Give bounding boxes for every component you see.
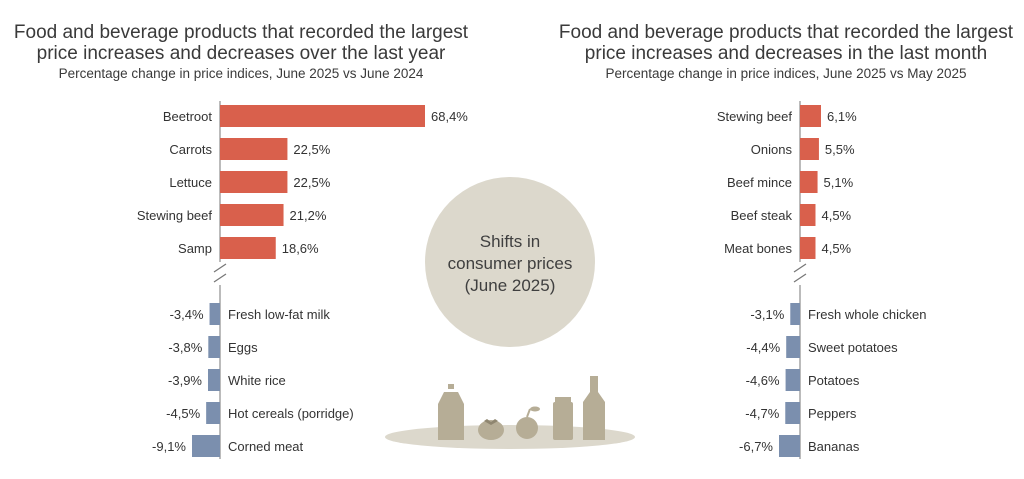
annual-category-label: White rice [228, 373, 286, 388]
annual-value-label: 22,5% [293, 142, 330, 157]
annual-axis-break-mark [213, 273, 227, 283]
annual-category-label: Hot cereals (porridge) [228, 406, 354, 421]
tomato-icon [478, 420, 504, 440]
can-icon [553, 402, 573, 440]
center-illustration: Shifts in consumer prices (June 2025) [385, 177, 635, 449]
monthly-bar-sweet-potatoes [786, 336, 800, 358]
monthly-bar-onions [800, 138, 819, 160]
annual-category-label: Carrots [169, 142, 212, 157]
annual-value-label: 21,2% [290, 208, 327, 223]
monthly-category-label: Bananas [808, 439, 860, 454]
chart-title-monthly: Food and beverage products that recorded… [556, 22, 1016, 64]
monthly-value-label: 4,5% [821, 241, 851, 256]
monthly-value-label: 5,1% [824, 175, 854, 190]
annual-value-label: -9,1% [152, 439, 186, 454]
annual-bar-fresh-low-fat-milk [209, 303, 220, 325]
monthly-category-label: Beef mince [727, 175, 792, 190]
monthly-category-label: Sweet potatoes [808, 340, 898, 355]
annual-category-label: Samp [178, 241, 212, 256]
jug-cap-icon [448, 384, 454, 389]
monthly-category-label: Meat bones [724, 241, 792, 256]
annual-value-label: -4,5% [166, 406, 200, 421]
chart-title-monthly-line-1: Food and beverage products that recorded… [558, 22, 1014, 43]
center-label-line: Shifts in [480, 232, 540, 251]
monthly-change-chart: Stewing beef 6,1% Onions 5,5% Beef mince 5,1%… [717, 101, 927, 459]
monthly-category-label: Fresh whole chicken [808, 307, 927, 322]
monthly-bar-beef-steak [800, 204, 816, 226]
annual-bar-white-rice [208, 369, 220, 391]
monthly-bar-peppers [785, 402, 800, 424]
annual-category-label: Corned meat [228, 439, 304, 454]
annual-category-label: Lettuce [169, 175, 212, 190]
annual-value-label: 18,6% [282, 241, 319, 256]
annual-bar-eggs [208, 336, 220, 358]
milk-jug-icon [438, 392, 464, 440]
annual-category-label: Beetroot [163, 109, 213, 124]
annual-bar-beetroot [220, 105, 425, 127]
annual-bar-samp [220, 237, 276, 259]
apple-leaf-icon [530, 406, 540, 412]
monthly-category-label: Peppers [808, 406, 857, 421]
tomato-leaf-icon [484, 419, 498, 425]
annual-value-label: -3,9% [168, 373, 202, 388]
monthly-value-label: -4,7% [745, 406, 779, 421]
annual-axis-break-mark [213, 263, 227, 273]
monthly-category-label: Stewing beef [717, 109, 793, 124]
monthly-value-label: 6,1% [827, 109, 857, 124]
monthly-axis-break-mark [793, 263, 807, 273]
annual-value-label: -3,8% [168, 340, 202, 355]
apple-icon [516, 417, 538, 439]
chart-title-annual-line-1: Food and beverage products that recorded… [13, 22, 469, 43]
monthly-bar-fresh-whole-chicken [790, 303, 800, 325]
center-circle [425, 177, 595, 347]
annual-bar-carrots [220, 138, 288, 160]
annual-bar-hot-cereals-porridge [206, 402, 220, 424]
monthly-value-label: -6,7% [739, 439, 773, 454]
monthly-category-label: Potatoes [808, 373, 860, 388]
annual-category-label: Eggs [228, 340, 258, 355]
monthly-bar-bananas [779, 435, 800, 457]
monthly-bar-meat-bones [800, 237, 816, 259]
annual-value-label: 68,4% [431, 109, 468, 124]
center-label-line: (June 2025) [465, 276, 556, 295]
bottle-cap-icon [590, 376, 598, 384]
monthly-category-label: Beef steak [731, 208, 793, 223]
chart-title-monthly-line-2: price increases and decreases in the las… [584, 43, 988, 64]
annual-bar-corned-meat [192, 435, 220, 457]
monthly-value-label: 5,5% [825, 142, 855, 157]
monthly-bar-stewing-beef [800, 105, 821, 127]
apple-stem-icon [526, 408, 531, 418]
monthly-category-label: Onions [751, 142, 793, 157]
monthly-value-label: -3,1% [750, 307, 784, 322]
chart-subtitle-monthly: Percentage change in price indices, June… [605, 66, 967, 81]
annual-category-label: Stewing beef [137, 208, 213, 223]
annual-value-label: 22,5% [293, 175, 330, 190]
annual-bar-stewing-beef [220, 204, 284, 226]
chart-title-annual: Food and beverage products that recorded… [6, 22, 476, 64]
annual-category-label: Fresh low-fat milk [228, 307, 330, 322]
chart-subtitle-annual: Percentage change in price indices, June… [58, 66, 424, 81]
chart-title-annual-line-2: price increases and decreases over the l… [36, 43, 446, 64]
monthly-bar-potatoes [785, 369, 800, 391]
annual-change-chart: Beetroot 68,4% Carrots 22,5% Lettuce 22,5% Ste… [137, 101, 468, 459]
bottle-icon [583, 384, 605, 440]
monthly-value-label: 4,5% [821, 208, 851, 223]
annual-bar-lettuce [220, 171, 288, 193]
can-top-icon [555, 397, 571, 402]
center-label-line: consumer prices [448, 254, 573, 273]
monthly-bar-beef-mince [800, 171, 818, 193]
monthly-value-label: -4,6% [746, 373, 780, 388]
annual-value-label: -3,4% [170, 307, 204, 322]
monthly-value-label: -4,4% [746, 340, 780, 355]
monthly-axis-break-mark [793, 273, 807, 283]
